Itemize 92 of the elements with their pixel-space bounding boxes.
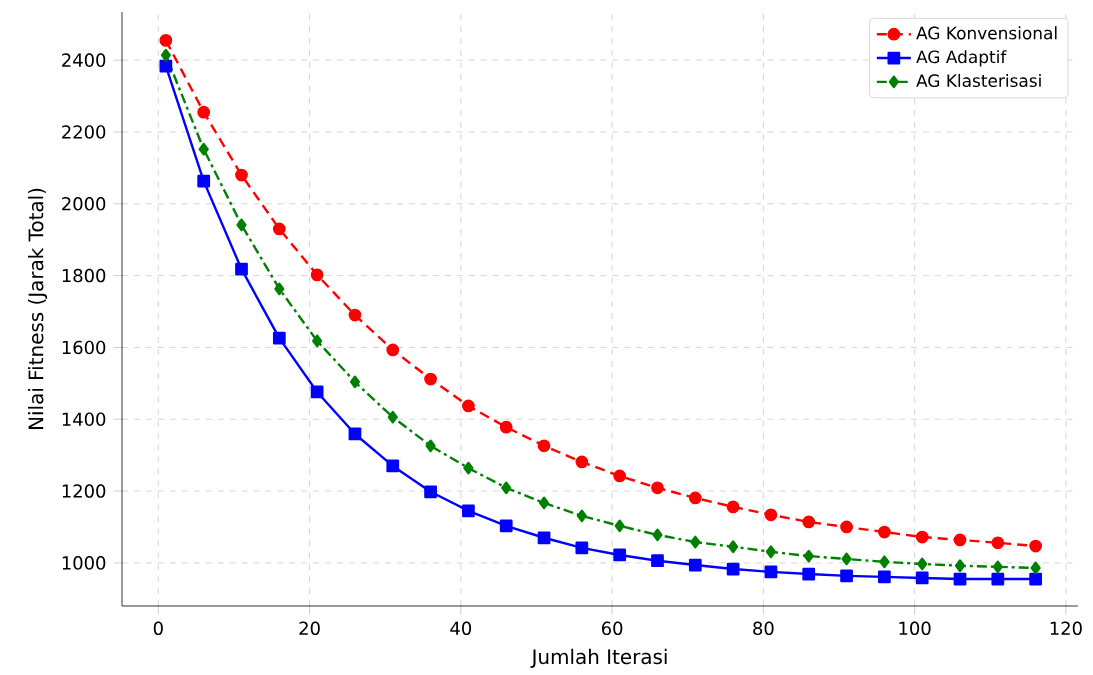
point bbox=[953, 572, 967, 586]
point bbox=[537, 439, 551, 453]
point bbox=[992, 560, 1003, 574]
point bbox=[613, 548, 627, 562]
point bbox=[840, 569, 853, 583]
point bbox=[235, 168, 248, 182]
point bbox=[954, 559, 966, 573]
point bbox=[726, 562, 740, 576]
x-tick-label: 20 bbox=[299, 621, 320, 636]
legend-label: AG Klasterisasi bbox=[916, 74, 1041, 88]
point bbox=[1029, 572, 1043, 586]
legend-label: AG Konvensional bbox=[916, 26, 1057, 40]
point bbox=[159, 60, 173, 73]
point bbox=[651, 554, 664, 568]
point bbox=[878, 570, 891, 584]
x-tick-label: 40 bbox=[450, 621, 472, 636]
point bbox=[197, 106, 211, 119]
x-tick-label: 60 bbox=[601, 621, 623, 636]
x-axis-title: Jumlah Iterasi bbox=[530, 648, 667, 669]
point bbox=[840, 520, 853, 534]
point bbox=[386, 343, 400, 357]
point bbox=[499, 420, 513, 434]
point bbox=[1030, 561, 1041, 575]
x-tick-label: 100 bbox=[899, 621, 931, 636]
point bbox=[310, 268, 324, 282]
point bbox=[348, 308, 362, 322]
point bbox=[841, 552, 852, 566]
point bbox=[991, 572, 1005, 586]
point bbox=[537, 531, 551, 545]
point bbox=[764, 565, 778, 579]
point bbox=[690, 535, 701, 549]
point bbox=[424, 372, 437, 386]
point bbox=[953, 533, 967, 547]
point bbox=[915, 571, 929, 585]
point bbox=[499, 519, 513, 533]
point bbox=[425, 439, 436, 453]
y-tick-label: 1200 bbox=[62, 484, 106, 499]
point bbox=[764, 508, 778, 522]
point bbox=[424, 485, 437, 499]
point bbox=[160, 48, 171, 62]
point bbox=[991, 536, 1005, 550]
point bbox=[688, 491, 702, 505]
point bbox=[198, 143, 209, 156]
point bbox=[462, 399, 475, 413]
point bbox=[575, 455, 589, 469]
point bbox=[197, 174, 211, 188]
point bbox=[651, 481, 664, 495]
point bbox=[878, 525, 891, 539]
point bbox=[462, 504, 475, 518]
x-tick-label: 120 bbox=[1050, 621, 1082, 636]
point bbox=[349, 375, 361, 389]
point bbox=[272, 331, 286, 345]
point bbox=[576, 509, 587, 523]
x-tick-label: 0 bbox=[153, 621, 163, 636]
point bbox=[652, 528, 663, 542]
point bbox=[387, 410, 398, 424]
point bbox=[312, 334, 323, 348]
point bbox=[614, 519, 625, 533]
point bbox=[463, 461, 474, 475]
point bbox=[915, 530, 929, 544]
point bbox=[348, 427, 362, 441]
point bbox=[235, 262, 248, 276]
point bbox=[728, 540, 739, 554]
point bbox=[765, 545, 777, 559]
point bbox=[803, 549, 814, 563]
y-tick-label: 1800 bbox=[62, 269, 106, 283]
point bbox=[386, 459, 400, 473]
point bbox=[917, 557, 928, 571]
point bbox=[802, 515, 816, 529]
point bbox=[726, 500, 740, 514]
point bbox=[1029, 539, 1043, 553]
point bbox=[613, 469, 627, 483]
point bbox=[501, 481, 512, 495]
point bbox=[879, 555, 890, 569]
y-tick-label: 1600 bbox=[62, 340, 106, 355]
point bbox=[272, 222, 286, 236]
point bbox=[310, 385, 324, 399]
point bbox=[688, 558, 702, 572]
point bbox=[159, 34, 173, 47]
y-tick-label: 1400 bbox=[62, 412, 106, 427]
y-tick-label: 2200 bbox=[62, 125, 106, 139]
y-tick-label: 1000 bbox=[62, 556, 106, 570]
point bbox=[274, 282, 285, 296]
y-axis-title: Nilai Fitness (Jarak Total) bbox=[28, 188, 48, 430]
point bbox=[575, 541, 589, 555]
legend-label: AG Adaptif bbox=[916, 50, 1007, 67]
x-tick-label: 80 bbox=[753, 621, 774, 636]
y-tick-label: 2400 bbox=[62, 53, 106, 68]
point bbox=[538, 496, 550, 510]
point bbox=[802, 567, 816, 581]
y-tick-label: 2000 bbox=[62, 197, 106, 211]
point bbox=[236, 218, 247, 232]
